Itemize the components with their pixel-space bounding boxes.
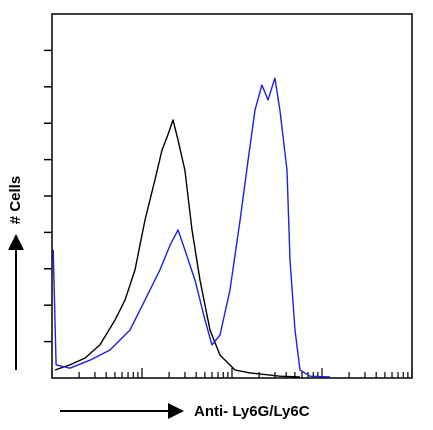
line-series (54, 119, 301, 378)
x-axis-label: Anti- Ly6G/Ly6C (194, 403, 310, 420)
line-series (52, 77, 331, 378)
y-axis-label: # Cells (7, 176, 24, 224)
plot-frame (51, 13, 413, 379)
